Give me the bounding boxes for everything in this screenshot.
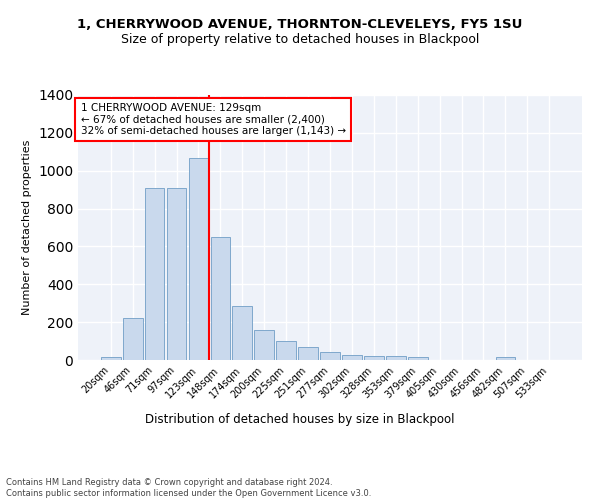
Bar [188, 158, 208, 360]
Bar [386, 356, 406, 360]
Bar [254, 330, 274, 360]
Bar [211, 238, 230, 360]
Bar [101, 356, 121, 360]
Bar [123, 318, 143, 360]
Bar [232, 306, 252, 360]
Text: Distribution of detached houses by size in Blackpool: Distribution of detached houses by size … [145, 412, 455, 426]
Text: 1 CHERRYWOOD AVENUE: 129sqm
← 67% of detached houses are smaller (2,400)
32% of : 1 CHERRYWOOD AVENUE: 129sqm ← 67% of det… [80, 103, 346, 136]
Text: Contains HM Land Registry data © Crown copyright and database right 2024.
Contai: Contains HM Land Registry data © Crown c… [6, 478, 371, 498]
Bar [276, 340, 296, 360]
Text: Size of property relative to detached houses in Blackpool: Size of property relative to detached ho… [121, 32, 479, 46]
Y-axis label: Number of detached properties: Number of detached properties [22, 140, 32, 315]
Bar [408, 357, 428, 360]
Bar [342, 356, 362, 360]
Bar [167, 188, 187, 360]
Bar [364, 356, 384, 360]
Text: 1, CHERRYWOOD AVENUE, THORNTON-CLEVELEYS, FY5 1SU: 1, CHERRYWOOD AVENUE, THORNTON-CLEVELEYS… [77, 18, 523, 30]
Bar [145, 188, 164, 360]
Bar [298, 347, 318, 360]
Bar [320, 352, 340, 360]
Bar [496, 357, 515, 360]
